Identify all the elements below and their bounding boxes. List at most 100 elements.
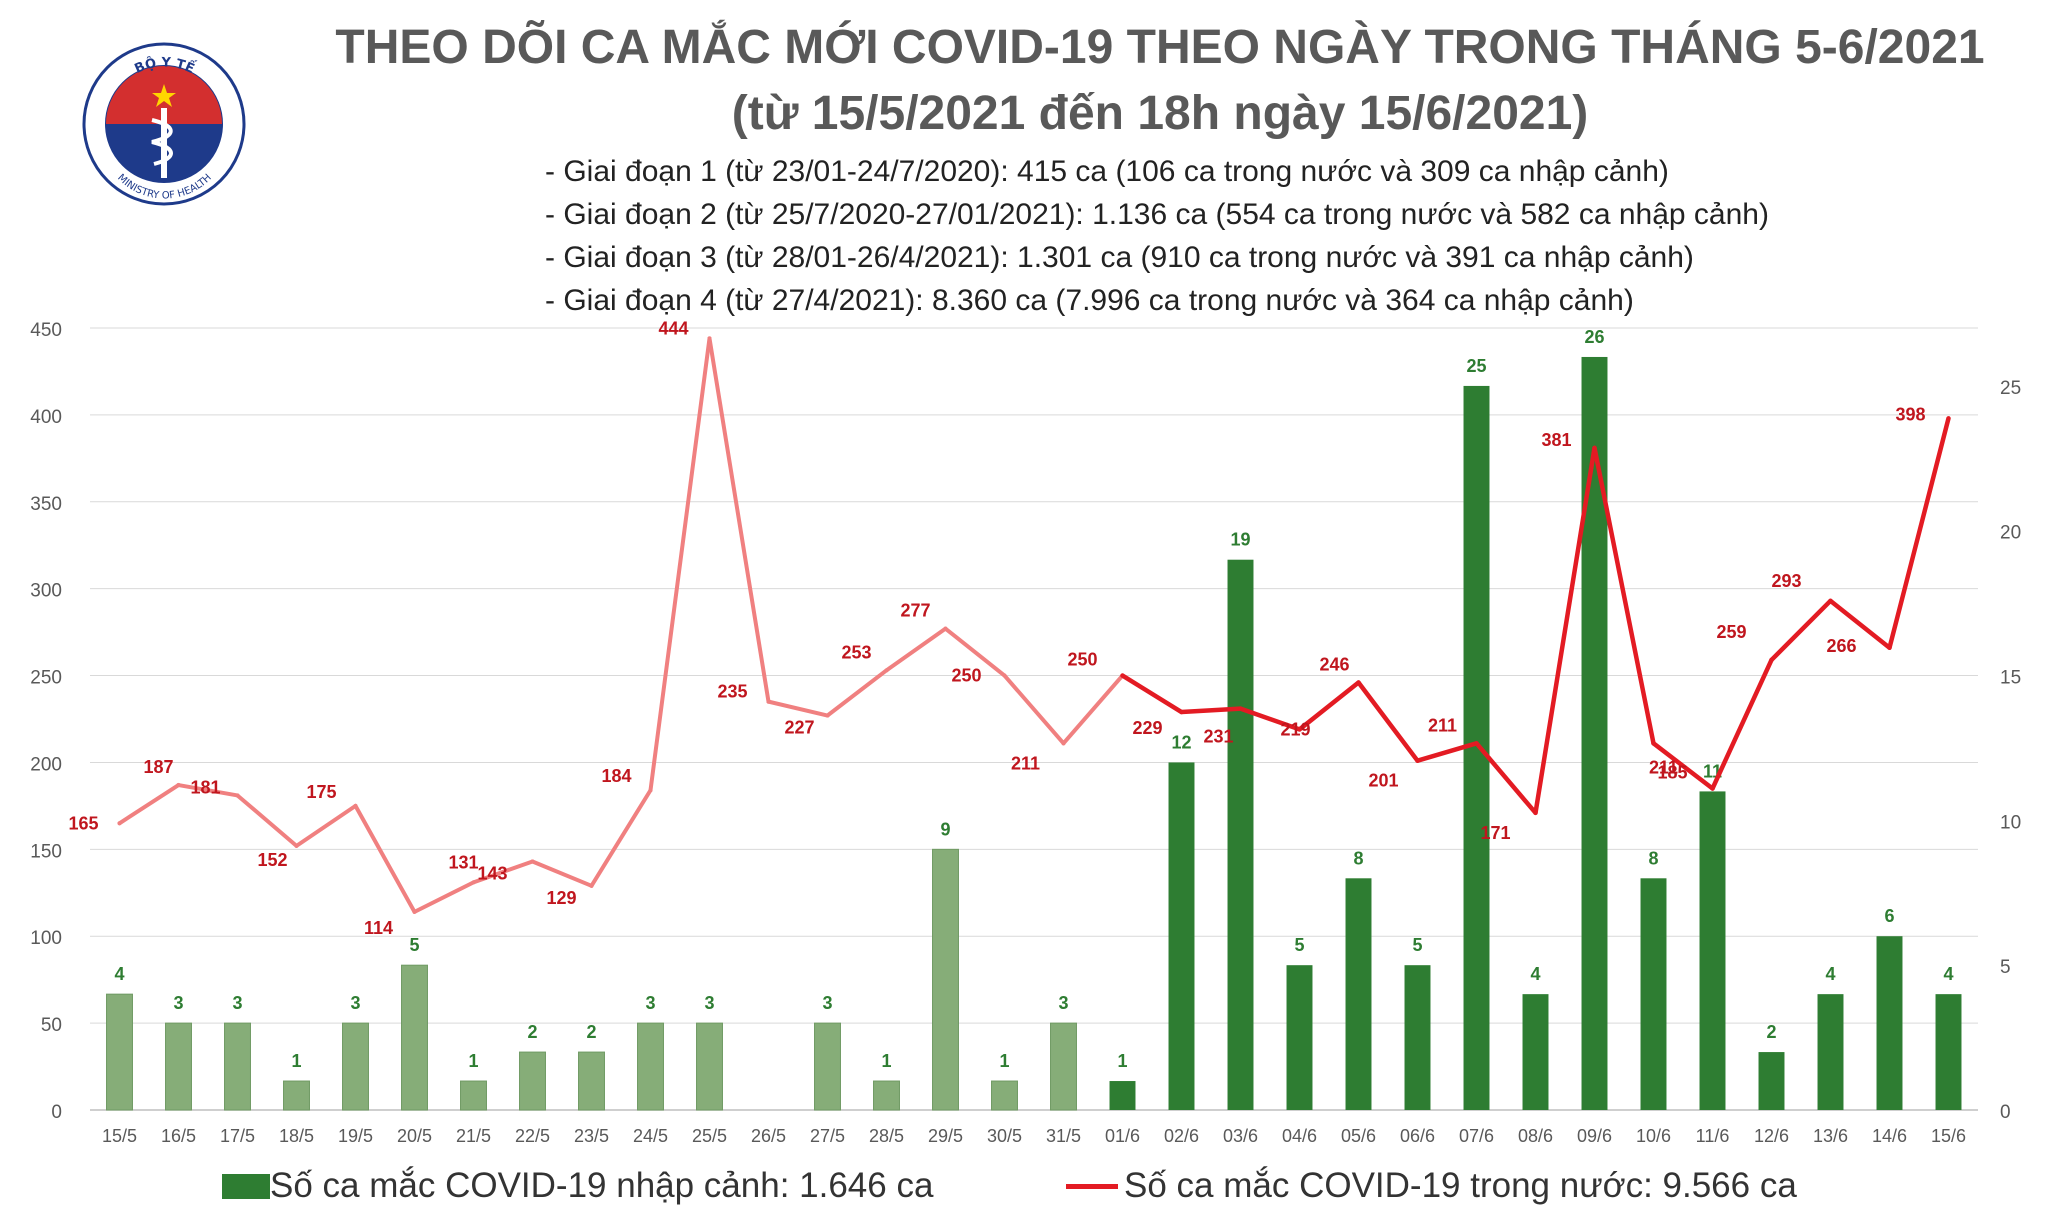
line-point [1946, 416, 1951, 421]
x-tick-label: 13/6 [1813, 1126, 1848, 1146]
bar [1699, 791, 1726, 1110]
line-value-label: 181 [190, 777, 220, 797]
bar-value-label: 1 [999, 1051, 1009, 1071]
phase-notes: - Giai đoạn 1 (từ 23/01-24/7/2020): 415 … [545, 150, 1769, 322]
y-left-tick-label: 400 [30, 407, 62, 428]
line-point [1887, 645, 1892, 650]
line-segment [1238, 706, 1302, 732]
line-point [471, 880, 476, 885]
line-segment [1828, 598, 1892, 651]
bar [460, 1080, 487, 1111]
bar-value-label: 26 [1584, 327, 1604, 347]
legend-imported: Số ca mắc COVID-19 nhập cảnh: 1.646 ca [222, 1166, 933, 1206]
line-point [825, 713, 830, 718]
line-point [707, 336, 712, 341]
line-point [884, 668, 889, 673]
line-value-label: 165 [68, 813, 98, 833]
line-segment [1474, 741, 1538, 816]
bar-value-label: 3 [350, 993, 360, 1013]
x-tick-label: 10/6 [1636, 1126, 1671, 1146]
bar [1168, 762, 1195, 1110]
line-value-label: 211 [1649, 757, 1678, 777]
x-tick-label: 18/5 [279, 1126, 314, 1146]
y-left-tick-label: 300 [30, 581, 62, 602]
bar-value-label: 12 [1171, 732, 1191, 752]
bar-value-label: 3 [1058, 993, 1068, 1013]
phase-note-2: - Giai đoạn 2 (từ 25/7/2020-27/01/2021):… [545, 198, 1769, 231]
phase-note-4: - Giai đoạn 4 (từ 27/4/2021): 8.360 ca (… [545, 284, 1634, 317]
line-segment [117, 783, 181, 826]
bar [1050, 1022, 1077, 1111]
y-left-tick-label: 350 [30, 494, 62, 515]
x-tick-label: 09/6 [1577, 1126, 1612, 1146]
phase-note-3: - Giai đoạn 3 (từ 28/01-26/4/2021): 1.30… [545, 241, 1694, 274]
line-segment [1710, 657, 1774, 791]
line-value-label: 185 [1657, 763, 1687, 783]
x-tick-label: 29/5 [928, 1126, 963, 1146]
x-tick-label: 21/5 [456, 1126, 491, 1146]
bar [578, 1051, 605, 1111]
line-value-label: 250 [951, 666, 981, 686]
line-point [1710, 786, 1715, 791]
chart-subtitle: (từ 15/5/2021 đến 18h ngày 15/6/2021) [731, 87, 1589, 140]
line-segment [589, 788, 653, 888]
line-segment [766, 699, 830, 718]
bar [1227, 559, 1254, 1110]
bar [1935, 994, 1962, 1110]
line-segment [176, 783, 240, 798]
bar-value-label: 2 [527, 1022, 537, 1042]
legend-imported-label: Số ca mắc COVID-19 nhập cảnh: 1.646 ca [270, 1166, 934, 1205]
bar [342, 1022, 369, 1111]
x-tick-label: 02/6 [1164, 1126, 1199, 1146]
bar-value-label: 25 [1466, 356, 1486, 376]
line-segment [1002, 673, 1066, 746]
line-segment [1120, 673, 1184, 715]
line-point [530, 859, 535, 864]
line-segment [884, 626, 948, 673]
x-tick-label: 17/5 [220, 1126, 255, 1146]
line-value-label: 235 [717, 682, 747, 702]
bar [932, 848, 959, 1111]
y-left-tick-label: 250 [30, 668, 62, 689]
line-value-label: 381 [1541, 430, 1571, 450]
bar-value-label: 9 [940, 819, 950, 839]
bar-value-label: 3 [173, 993, 183, 1013]
bar-value-label: 8 [1353, 848, 1363, 868]
line-segment [471, 859, 535, 885]
legend-line-swatch [1066, 1183, 1118, 1189]
line-segment [943, 626, 1007, 678]
bar-value-label: 4 [1825, 964, 1835, 984]
line-value-label: 219 [1280, 719, 1310, 739]
bar [1817, 994, 1844, 1110]
line-segment [530, 859, 594, 888]
bar-value-label: 4 [1943, 964, 1953, 984]
line-point [1415, 758, 1420, 763]
x-tick-label: 27/5 [810, 1126, 845, 1146]
line-value-label: 131 [448, 852, 478, 872]
line-value-label: 184 [601, 766, 631, 786]
x-tick-label: 04/6 [1282, 1126, 1317, 1146]
line-point [294, 843, 299, 848]
star-icon [152, 84, 176, 107]
bar [814, 1022, 841, 1111]
y-left-tick-label: 100 [30, 928, 62, 949]
logo-top-text: BỘ Y TẾ [133, 55, 198, 77]
line-segment [235, 793, 299, 848]
line-segment [825, 668, 889, 718]
x-tick-label: 15/5 [102, 1126, 137, 1146]
phase-note-1: - Giai đoạn 1 (từ 23/01-24/7/2020): 415 … [545, 155, 1669, 188]
line-segment [1415, 741, 1479, 763]
line-segment [648, 336, 712, 793]
line-point [353, 803, 358, 808]
line-segment [1179, 706, 1243, 715]
bar [1109, 1081, 1136, 1110]
x-tick-label: 26/5 [751, 1126, 786, 1146]
bar [165, 1022, 192, 1111]
line-point [1474, 741, 1479, 746]
bar-value-label: 19 [1230, 530, 1250, 550]
line-value-label: 211 [1011, 753, 1040, 773]
bar-value-label: 3 [645, 993, 655, 1013]
bar-value-label: 3 [704, 993, 714, 1013]
line-value-label: 114 [364, 918, 393, 938]
